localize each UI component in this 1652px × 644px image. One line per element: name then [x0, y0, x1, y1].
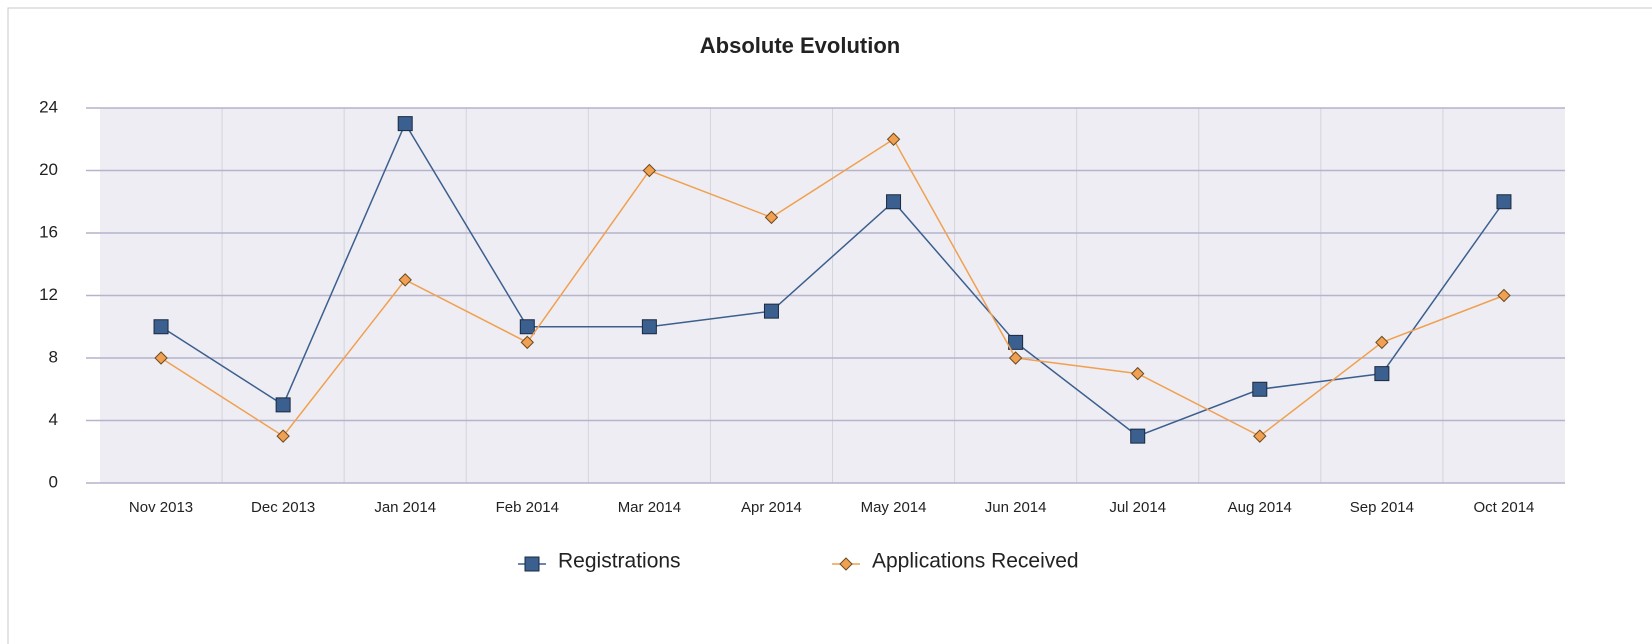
x-tick-label: Sep 2014	[1350, 499, 1414, 516]
x-tick-label: Jan 2014	[374, 499, 436, 516]
marker-square	[886, 194, 902, 210]
y-tick-label: 0	[49, 472, 58, 491]
y-tick-label: 12	[39, 285, 58, 304]
y-tick-label: 16	[39, 222, 58, 241]
marker-diamond	[886, 132, 901, 146]
x-tick-label: Dec 2013	[251, 499, 315, 516]
marker-diamond	[764, 210, 779, 225]
y-tick-label: 8	[49, 347, 58, 366]
marker-diamond	[1253, 429, 1267, 443]
marker-diamond	[1131, 366, 1145, 381]
legend-label: Applications Received	[872, 550, 1079, 573]
marker-diamond	[642, 163, 657, 178]
x-tick-label: Apr 2014	[741, 499, 802, 516]
marker-diamond	[398, 273, 412, 287]
marker-square	[641, 319, 657, 335]
marker-square	[524, 556, 540, 572]
x-tick-label: Mar 2014	[618, 499, 681, 516]
x-tick-label: Oct 2014	[1474, 499, 1535, 516]
marker-square	[1374, 366, 1390, 382]
marker-diamond	[1375, 335, 1389, 350]
marker-square	[153, 319, 169, 335]
y-tick-label: 24	[39, 97, 58, 116]
x-tick-label: Feb 2014	[496, 499, 559, 516]
x-tick-label: Nov 2013	[129, 499, 193, 516]
marker-diamond	[1497, 288, 1511, 303]
series-line	[160, 121, 1505, 437]
marker-square	[275, 397, 291, 413]
marker-square	[1496, 194, 1512, 210]
marker-diamond	[276, 429, 290, 443]
marker-diamond	[1008, 351, 1023, 365]
x-tick-label: Jul 2014	[1109, 499, 1166, 516]
x-tick-label: May 2014	[861, 499, 927, 516]
series-line	[160, 138, 1505, 438]
marker-square	[1130, 428, 1146, 444]
y-tick-label: 4	[49, 410, 58, 429]
y-tick-label: 20	[39, 160, 58, 179]
marker-square	[397, 116, 413, 132]
x-tick-label: Jun 2014	[985, 499, 1047, 516]
marker-square	[1252, 381, 1268, 397]
marker-diamond	[520, 335, 534, 350]
marker-square	[1008, 334, 1024, 350]
marker-diamond	[154, 351, 168, 365]
legend-label: Registrations	[558, 550, 681, 573]
chart-title: Absolute Evolution	[700, 33, 900, 58]
x-tick-label: Aug 2014	[1228, 499, 1292, 516]
marker-diamond	[839, 557, 853, 571]
marker-square	[519, 319, 535, 335]
marker-square	[763, 303, 779, 319]
